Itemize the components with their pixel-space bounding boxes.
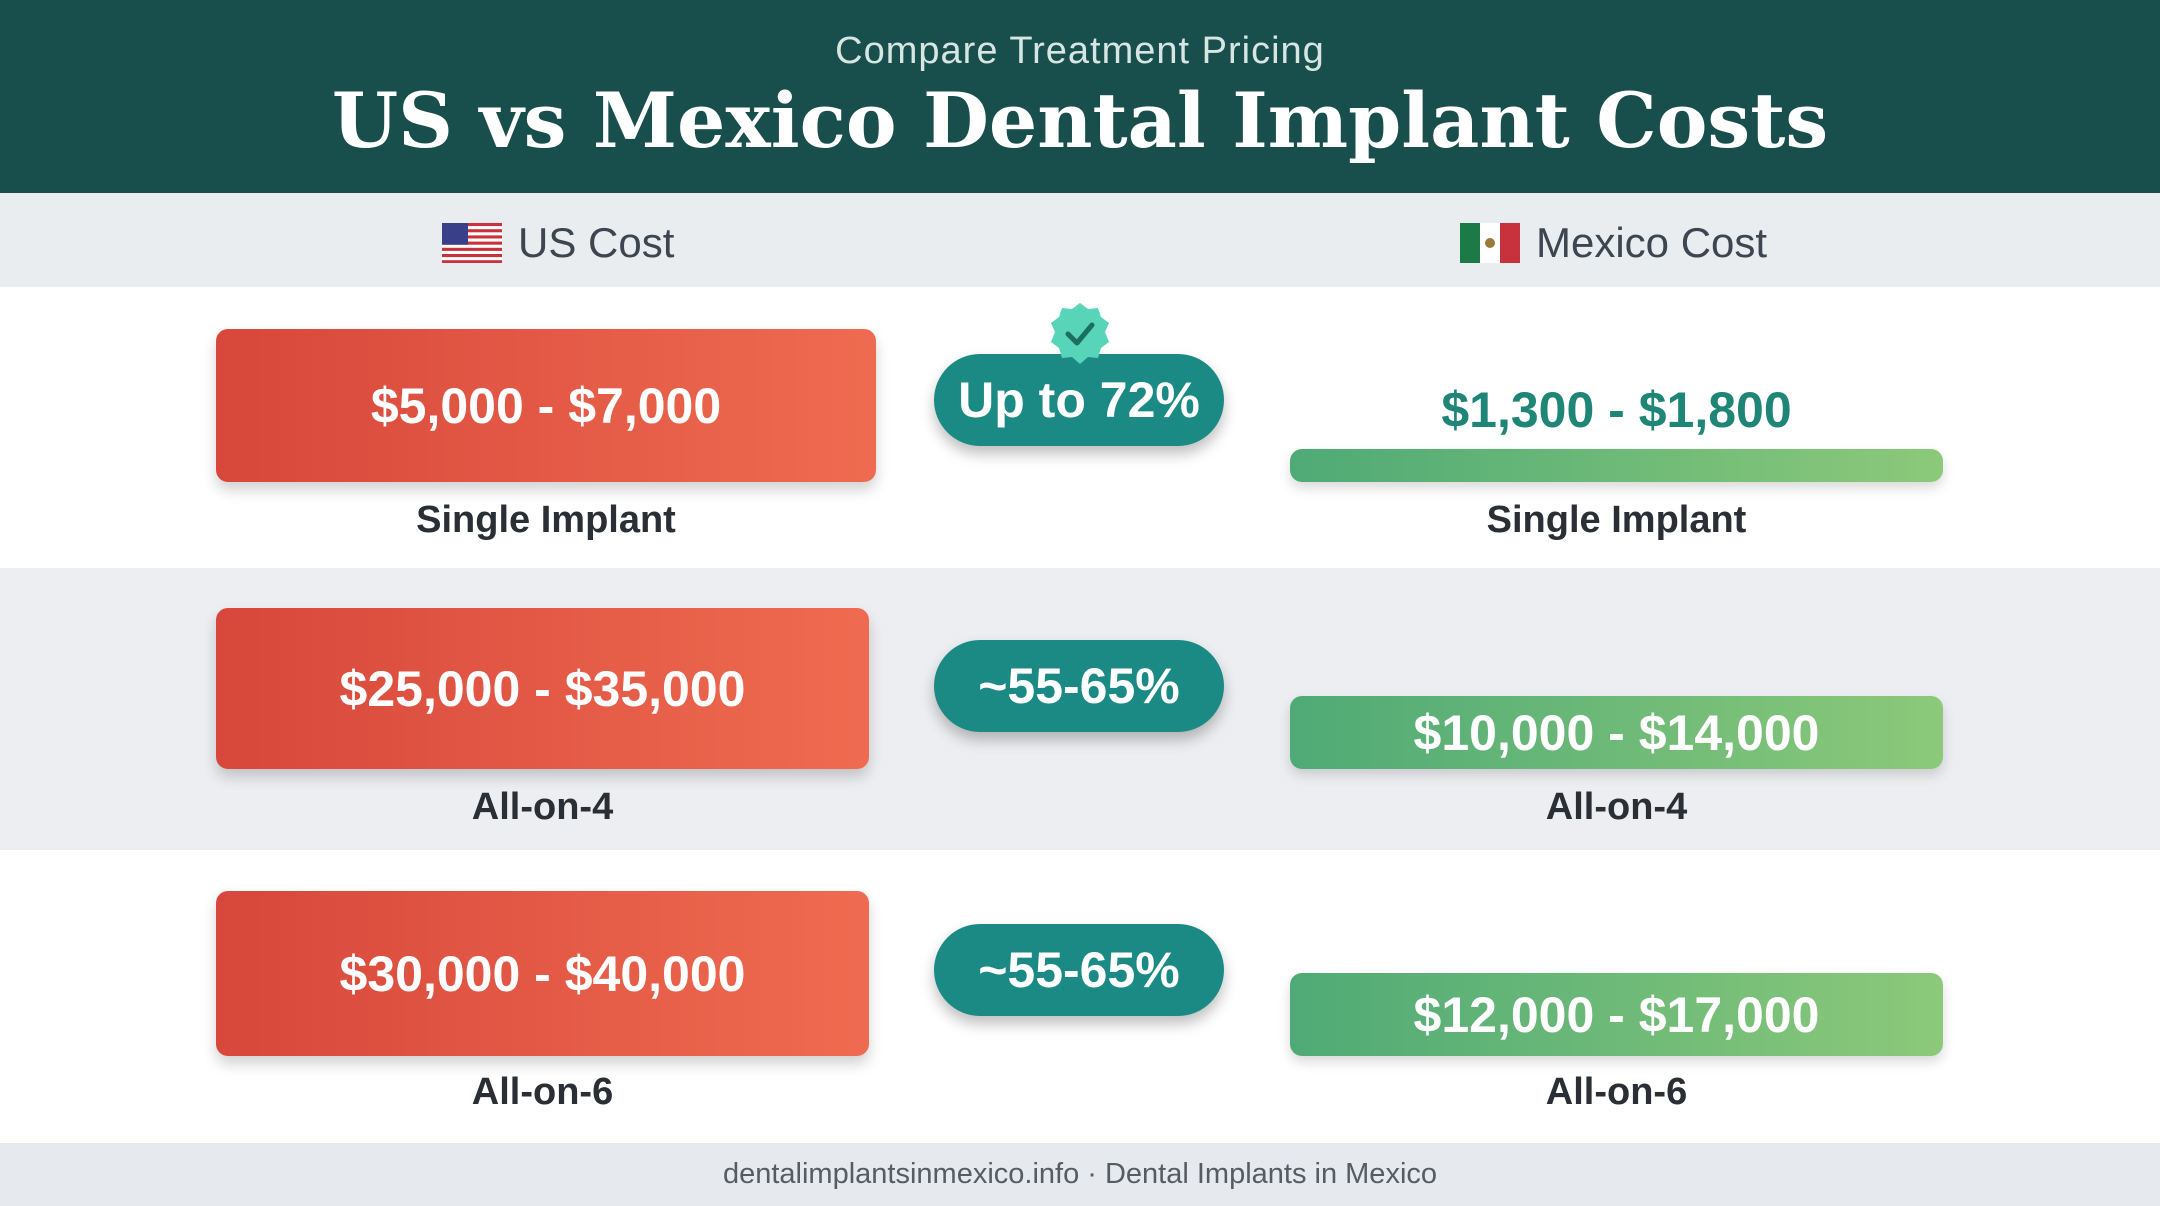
us-cost-bar: $25,000 - $35,000 xyxy=(216,608,869,769)
us-cost-bar: $5,000 - $7,000 xyxy=(216,329,876,482)
us-column-label: US Cost xyxy=(518,219,675,266)
page-title: US vs Mexico Dental Implant Costs xyxy=(331,76,1829,165)
mexico-column-header: Mexico Cost xyxy=(1460,219,1767,267)
mexico-category-label: Single Implant xyxy=(1486,499,1747,541)
header: Compare Treatment Pricing US vs Mexico D… xyxy=(0,0,2160,193)
us-cost-bar: $30,000 - $40,000 xyxy=(216,891,869,1056)
mexico-category-label: All-on-6 xyxy=(1545,1071,1688,1113)
footer: dentalimplantsinmexico.info · Dental Imp… xyxy=(0,1143,2160,1206)
mexico-column-label: Mexico Cost xyxy=(1536,219,1768,266)
footer-text: dentalimplantsinmexico.info · Dental Imp… xyxy=(722,1158,1438,1190)
us-flag-icon xyxy=(442,223,502,263)
checkmark-badge-icon xyxy=(1051,303,1109,364)
header-subtitle: Compare Treatment Pricing xyxy=(835,30,1325,72)
us-category-label: Single Implant xyxy=(416,499,676,541)
savings-pill: ~55-65% xyxy=(934,640,1224,732)
mexico-cost-value: $1,300 - $1,800 xyxy=(1441,382,1792,438)
mexico-cost-bar: $10,000 - $14,000 xyxy=(1290,696,1943,769)
us-category-label: All-on-6 xyxy=(471,1071,614,1113)
mexico-flag-icon xyxy=(1460,223,1520,263)
mexico-cost-bar: $12,000 - $17,000 xyxy=(1290,973,1943,1056)
column-header-bar: US Cost Mexico Cost xyxy=(0,193,2160,287)
us-column-header: US Cost xyxy=(442,219,674,267)
savings-pill: ~55-65% xyxy=(934,924,1224,1016)
savings-pill: Up to 72% xyxy=(934,354,1224,446)
mexico-cost-bar xyxy=(1290,449,1943,482)
mexico-category-label: All-on-4 xyxy=(1545,786,1688,828)
us-category-label: All-on-4 xyxy=(471,786,614,828)
